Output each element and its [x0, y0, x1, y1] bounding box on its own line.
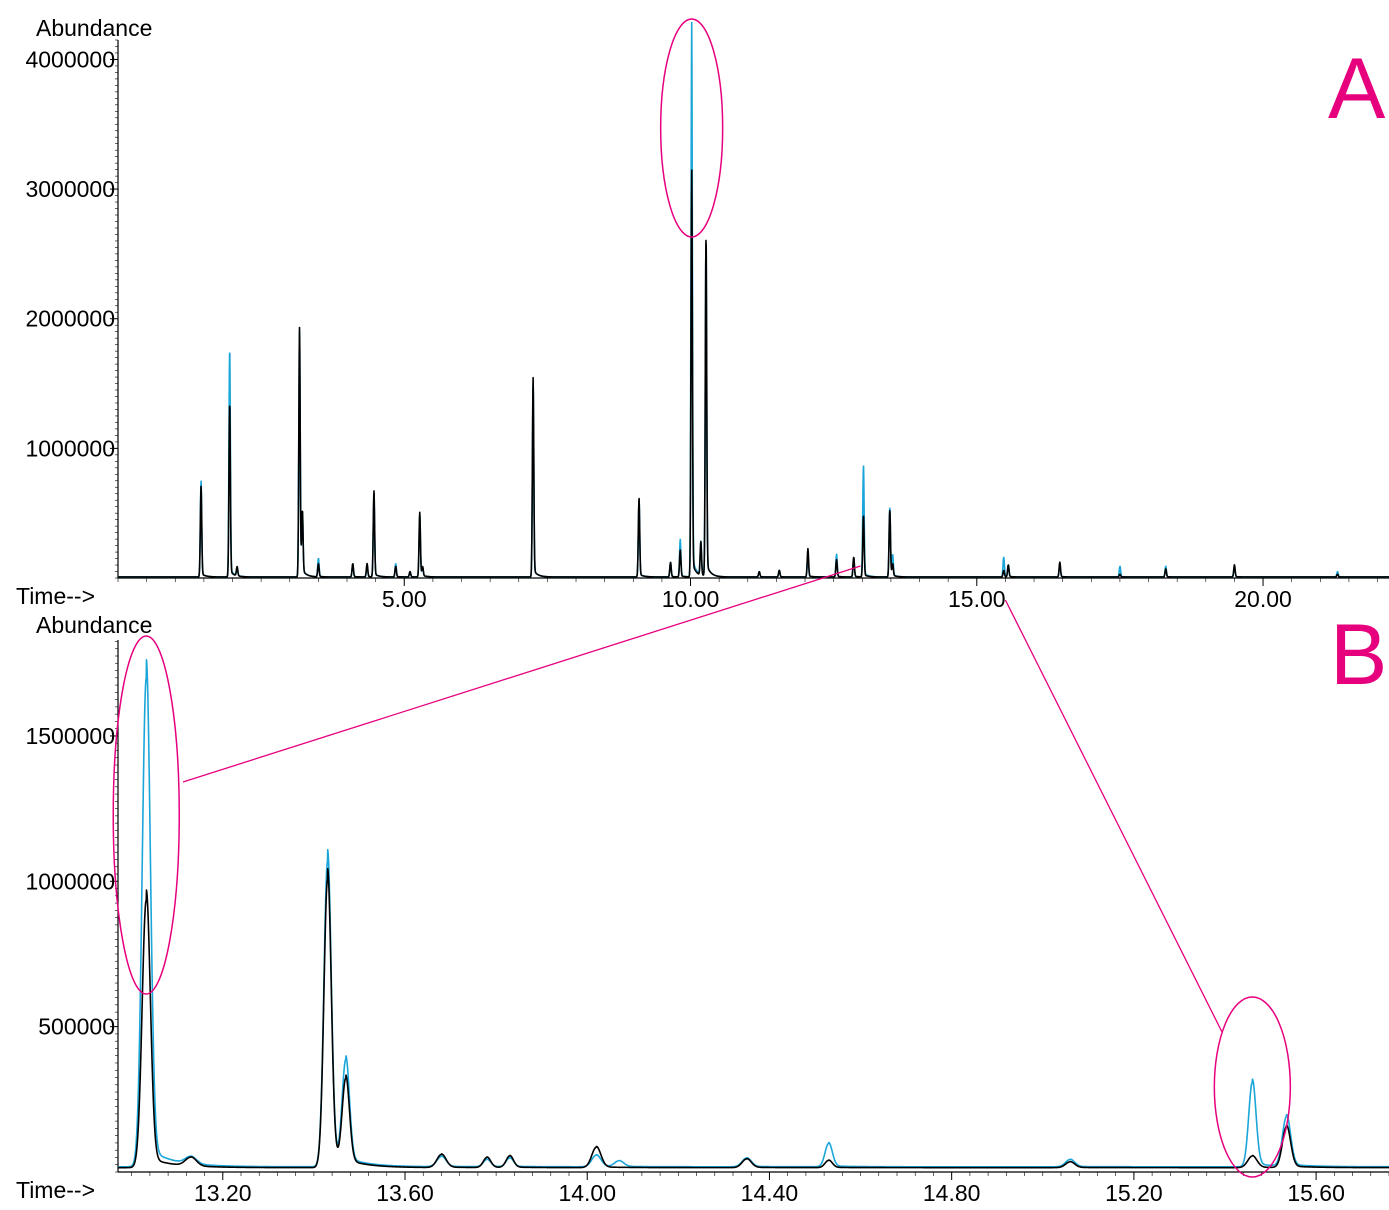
- panel-b-left-ellipse: [112, 635, 180, 995]
- x-tick-label: 13.20: [194, 1180, 252, 1205]
- series-line-black: [117, 867, 1389, 1169]
- x-tick-label: 15.60: [1287, 1180, 1345, 1205]
- series-line-cyan: [117, 658, 1389, 1168]
- panel-b-xlabel: Time-->: [16, 1177, 95, 1203]
- y-tick-label: 3000000: [25, 176, 115, 202]
- x-tick-label: 14.80: [923, 1180, 981, 1205]
- x-tick-label: 15.00: [948, 586, 1006, 612]
- x-tick-label: 13.60: [376, 1180, 434, 1205]
- panel-a-letter: A: [1328, 41, 1386, 137]
- panel-b-letter: B: [1330, 607, 1387, 703]
- y-tick-label: 1000000: [25, 435, 115, 461]
- series-line-cyan: [117, 21, 1389, 578]
- panel-a: 1000000 2000000 3000000 4000000 5.00 10.00 15.…: [25, 21, 1389, 612]
- y-tick-label: 500000: [38, 1014, 115, 1040]
- panel-b-ylabel: Abundance: [36, 612, 152, 638]
- y-tick-label: 1500000: [25, 723, 115, 749]
- y-tick-label: 4000000: [25, 46, 115, 72]
- panel-b-right-ellipse: [1213, 996, 1292, 1178]
- zoom-connector-left: [182, 565, 861, 783]
- x-tick-label: 10.00: [662, 586, 720, 612]
- x-tick-label: 14.40: [741, 1180, 799, 1205]
- panel-a-xlabel: Time-->: [16, 583, 95, 609]
- y-tick-label: 2000000: [25, 306, 115, 332]
- x-tick-label: 14.00: [558, 1180, 616, 1205]
- series-line-black: [117, 169, 1389, 578]
- x-tick-label: 15.20: [1105, 1180, 1163, 1205]
- panel-b: 500000 1000000 1500000 13.20 13.60 14.00 14.40…: [25, 640, 1389, 1206]
- x-tick-label: 5.00: [382, 586, 427, 612]
- zoom-connector-right: [1004, 599, 1223, 1033]
- zoom-annotations: [112, 18, 1292, 1178]
- y-tick-label: 1000000: [25, 868, 115, 894]
- x-tick-label: 20.00: [1234, 586, 1292, 612]
- panel-a-highlight-ellipse: [659, 18, 724, 238]
- panel-a-ylabel: Abundance: [36, 15, 152, 41]
